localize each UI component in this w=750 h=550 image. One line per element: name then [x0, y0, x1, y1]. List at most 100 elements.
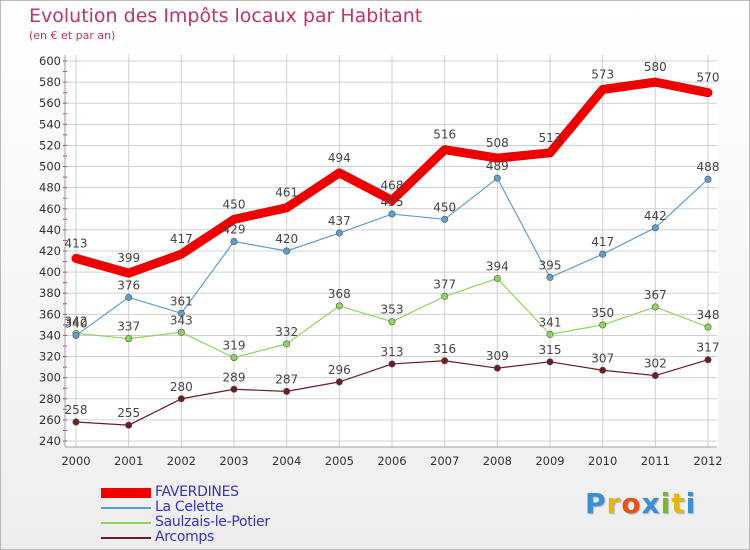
data-point	[230, 354, 238, 362]
x-tick-label: 2012	[693, 454, 722, 468]
data-point	[230, 385, 238, 393]
data-label: 287	[275, 372, 298, 386]
data-point	[546, 358, 554, 366]
data-point	[230, 215, 238, 224]
data-label: 309	[486, 349, 509, 363]
data-point	[704, 323, 712, 331]
data-point	[72, 254, 80, 263]
data-label: 461	[275, 186, 298, 200]
x-tick-label: 2005	[325, 454, 354, 468]
y-tick-label: 340	[39, 328, 61, 342]
data-label: 420	[275, 232, 298, 246]
data-point	[230, 238, 238, 246]
data-label: 289	[223, 370, 246, 384]
data-point	[177, 250, 186, 259]
y-tick-label: 560	[39, 96, 61, 110]
data-label: 348	[697, 308, 720, 322]
data-point	[599, 321, 607, 329]
data-label: 468	[381, 178, 404, 192]
y-tick-label: 480	[39, 181, 61, 195]
data-point	[546, 148, 554, 157]
y-tick-label: 440	[39, 223, 61, 237]
data-label: 395	[539, 258, 562, 272]
data-label: 315	[539, 343, 562, 357]
data-point	[335, 378, 343, 386]
data-label: 337	[117, 320, 140, 334]
data-point	[493, 154, 502, 163]
data-point	[493, 364, 501, 372]
x-tick-label: 2010	[588, 454, 617, 468]
data-label: 513	[539, 131, 562, 145]
x-tick-label: 2004	[272, 454, 301, 468]
y-tick-label: 280	[39, 392, 61, 406]
data-label: 488	[697, 160, 720, 174]
data-point	[704, 88, 712, 97]
y-tick-label: 400	[39, 265, 61, 279]
data-label: 342	[65, 314, 88, 328]
y-tick-label: 540	[39, 117, 61, 131]
data-point	[493, 174, 501, 182]
data-label: 450	[223, 197, 246, 211]
legend-swatch-arcomps	[101, 537, 151, 539]
data-label: 489	[486, 159, 509, 173]
data-point	[598, 85, 607, 94]
data-point	[125, 293, 133, 301]
data-point	[388, 360, 396, 368]
x-tick-label: 2007	[430, 454, 459, 468]
data-label: 350	[591, 306, 614, 320]
y-tick-label: 300	[39, 371, 61, 385]
data-point	[72, 418, 80, 426]
data-label: 508	[486, 136, 509, 150]
y-tick-label: 580	[39, 75, 61, 89]
legend-label-saulzais: Saulzais-le-Potier	[155, 514, 270, 530]
data-label: 341	[539, 315, 562, 329]
data-label: 307	[591, 351, 614, 365]
data-label: 313	[381, 345, 404, 359]
data-point	[72, 331, 80, 339]
x-tick-label: 2008	[483, 454, 512, 468]
legend-label-la-celette: La Celette	[155, 499, 224, 515]
data-point	[335, 229, 343, 237]
data-label: 437	[328, 214, 351, 228]
data-point	[283, 340, 291, 348]
data-point	[651, 372, 659, 380]
data-label: 368	[328, 287, 351, 301]
data-label: 417	[591, 235, 614, 249]
data-label: 255	[117, 406, 140, 420]
data-point	[283, 387, 291, 395]
chart-title: Evolution des Impôts locaux par Habitant	[29, 5, 423, 27]
legend-label-arcomps: Arcomps	[155, 529, 215, 545]
x-tick-label: 2009	[535, 454, 564, 468]
data-label: 399	[117, 251, 140, 265]
data-label: 413	[65, 236, 88, 250]
x-tick-label: 2001	[114, 454, 143, 468]
data-point	[335, 168, 344, 177]
data-point	[177, 395, 185, 403]
legend-swatch-faverdines	[101, 488, 151, 498]
data-point	[651, 303, 659, 311]
legend-swatch-saulzais	[101, 522, 151, 524]
data-point	[651, 224, 659, 232]
data-label: 570	[697, 71, 720, 85]
data-label: 319	[223, 339, 246, 353]
y-tick-label: 600	[39, 54, 61, 68]
y-tick-label: 320	[39, 350, 61, 364]
data-point	[177, 309, 185, 317]
data-label: 417	[170, 232, 193, 246]
proxiti-logo: Proxiti	[585, 487, 697, 520]
data-label: 450	[433, 200, 456, 214]
y-tick-label: 420	[39, 244, 61, 258]
legend-label-faverdines: FAVERDINES	[155, 484, 239, 500]
x-tick-label: 2006	[377, 454, 406, 468]
data-point	[440, 145, 449, 154]
data-label: 302	[644, 357, 667, 371]
data-label: 353	[381, 303, 404, 317]
data-point	[599, 366, 607, 374]
data-point	[441, 215, 449, 223]
data-point	[546, 273, 554, 281]
chart-subtitle: (en € et par an)	[29, 29, 116, 42]
data-label: 367	[644, 288, 667, 302]
data-point	[441, 292, 449, 300]
data-label: 494	[328, 151, 351, 165]
